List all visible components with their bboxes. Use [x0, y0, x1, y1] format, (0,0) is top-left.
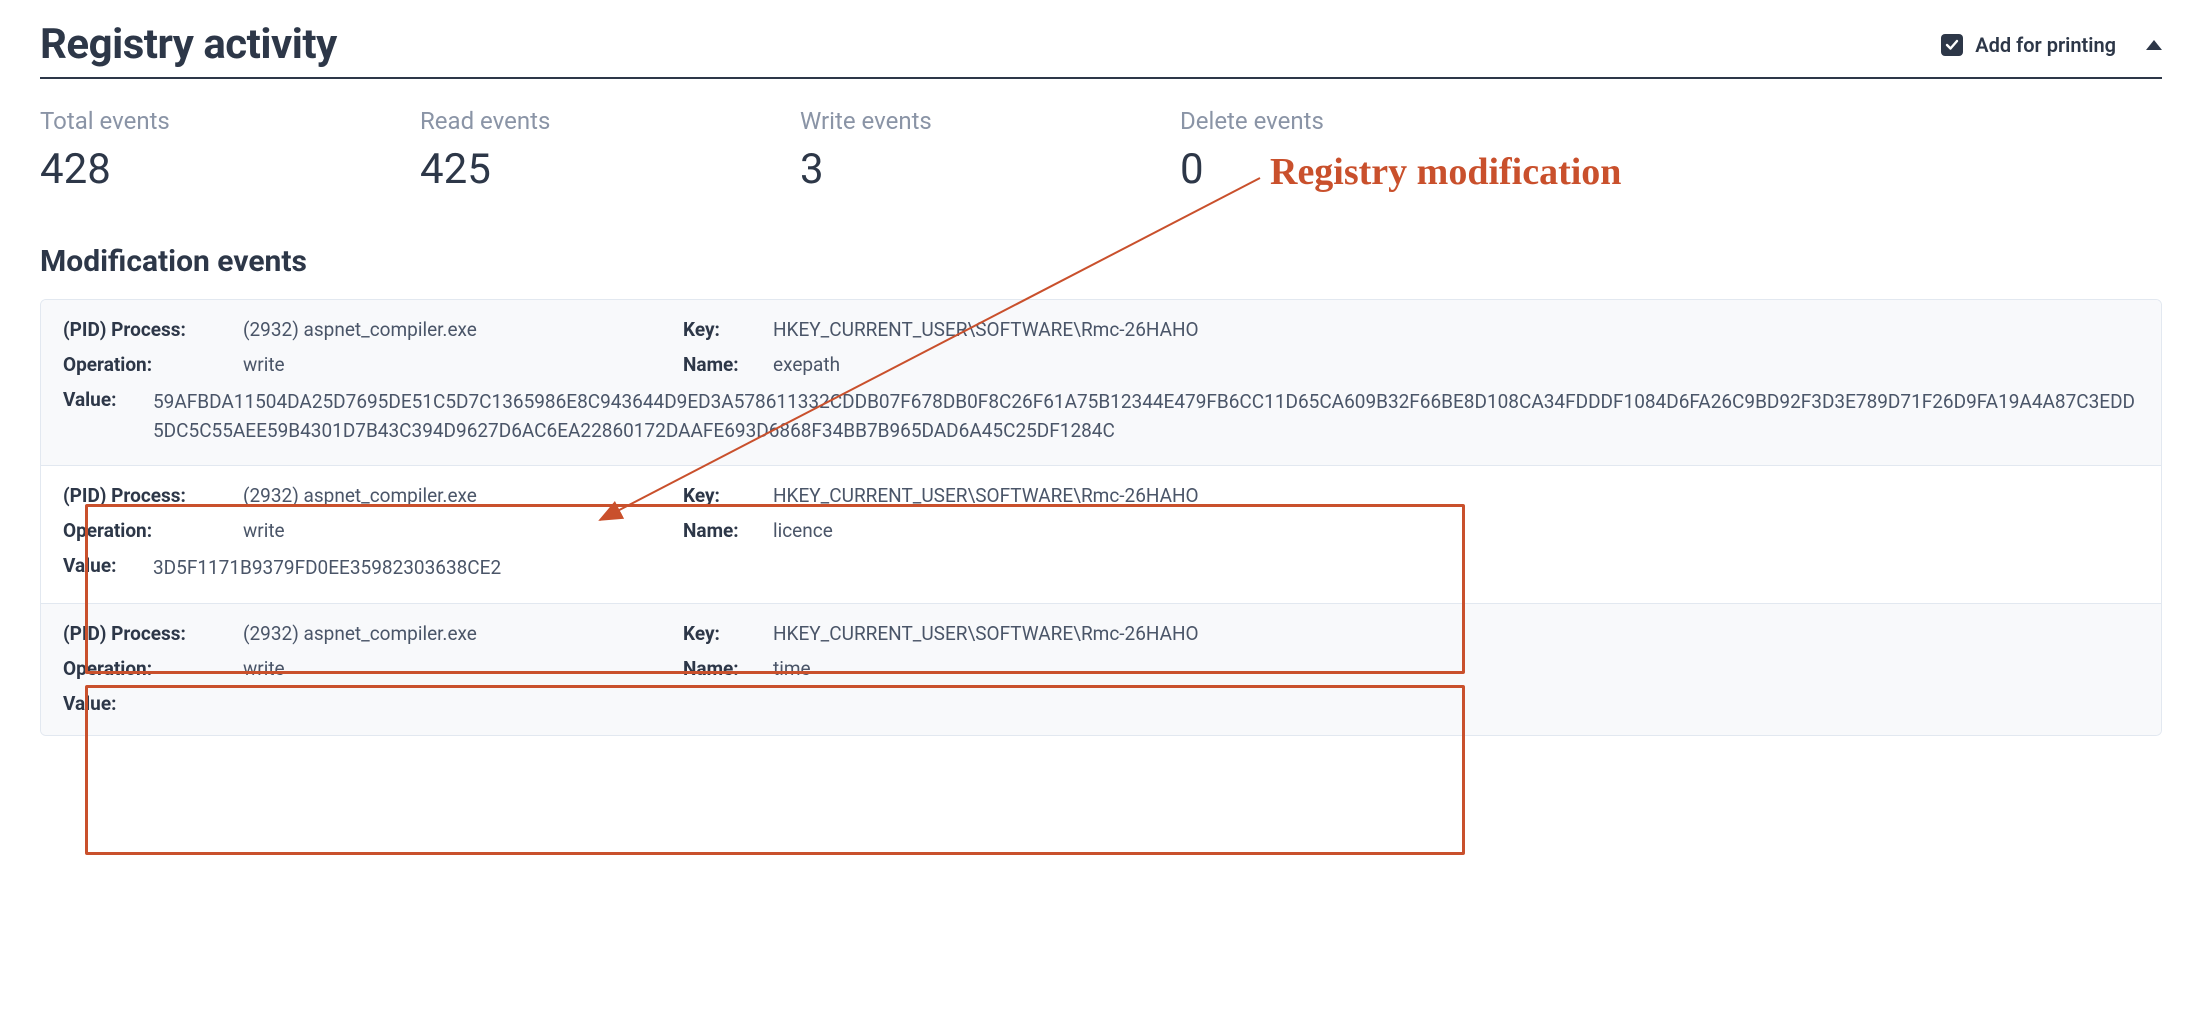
print-toggle[interactable]: Add for printing [1941, 33, 2162, 57]
stat-read: Read events 425 [420, 107, 800, 194]
stat-write-label: Write events [800, 107, 1180, 135]
stat-total: Total events 428 [40, 107, 420, 194]
field-label-name: Name: [683, 353, 773, 376]
print-label: Add for printing [1975, 33, 2116, 57]
field-label-key: Key: [683, 318, 773, 341]
annotation-label: Registry modification [1270, 150, 1621, 194]
field-label-value: Value: [63, 554, 153, 583]
stat-delete-label: Delete events [1180, 107, 1560, 135]
field-label-operation: Operation: [63, 657, 243, 680]
stat-write-value: 3 [800, 145, 1180, 194]
field-label-value: Value: [63, 388, 153, 445]
field-label-process: (PID) Process: [63, 484, 243, 507]
field-value-process: (2932) aspnet_compiler.exe [243, 484, 477, 507]
field-value-key: HKEY_CURRENT_USER\SOFTWARE\Rmc-26HAHO [773, 318, 1199, 341]
field-label-process: (PID) Process: [63, 622, 243, 645]
field-label-name: Name: [683, 657, 773, 680]
field-label-operation: Operation: [63, 353, 243, 376]
field-value-operation: write [243, 519, 285, 542]
field-label-operation: Operation: [63, 519, 243, 542]
event-row: (PID) Process: (2932) aspnet_compiler.ex… [41, 300, 2161, 465]
field-value-name: exepath [773, 353, 840, 376]
field-value-process: (2932) aspnet_compiler.exe [243, 318, 477, 341]
section-title: Modification events [40, 244, 2162, 279]
collapse-caret-icon[interactable] [2146, 40, 2162, 50]
stats-row: Total events 428 Read events 425 Write e… [40, 107, 2162, 194]
stat-read-label: Read events [420, 107, 800, 135]
field-value-process: (2932) aspnet_compiler.exe [243, 622, 477, 645]
events-table: (PID) Process: (2932) aspnet_compiler.ex… [40, 299, 2162, 736]
stat-write: Write events 3 [800, 107, 1180, 194]
field-value-value: 59AFBDA11504DA25D7695DE51C5D7C1365986E8C… [153, 388, 2139, 445]
field-value-operation: write [243, 657, 285, 680]
field-value-name: time [773, 657, 811, 680]
stat-read-value: 425 [420, 145, 800, 194]
event-row: (PID) Process: (2932) aspnet_compiler.ex… [41, 603, 2161, 735]
content-wrapper: Registry activity Add for printing Total… [40, 20, 2162, 736]
field-label-key: Key: [683, 484, 773, 507]
field-label-name: Name: [683, 519, 773, 542]
field-value-value: 3D5F1171B9379FD0EE35982303638CE2 [153, 554, 2139, 583]
event-row: (PID) Process: (2932) aspnet_compiler.ex… [41, 465, 2161, 603]
checkbox-checked-icon [1941, 34, 1963, 56]
field-label-value: Value: [63, 692, 153, 715]
page-title: Registry activity [40, 20, 337, 69]
stat-total-label: Total events [40, 107, 420, 135]
field-value-key: HKEY_CURRENT_USER\SOFTWARE\Rmc-26HAHO [773, 622, 1199, 645]
header-row: Registry activity Add for printing [40, 20, 2162, 79]
field-label-process: (PID) Process: [63, 318, 243, 341]
field-label-key: Key: [683, 622, 773, 645]
field-value-key: HKEY_CURRENT_USER\SOFTWARE\Rmc-26HAHO [773, 484, 1199, 507]
field-value-name: licence [773, 519, 833, 542]
stat-total-value: 428 [40, 145, 420, 194]
field-value-operation: write [243, 353, 285, 376]
field-value-value [153, 692, 2139, 715]
